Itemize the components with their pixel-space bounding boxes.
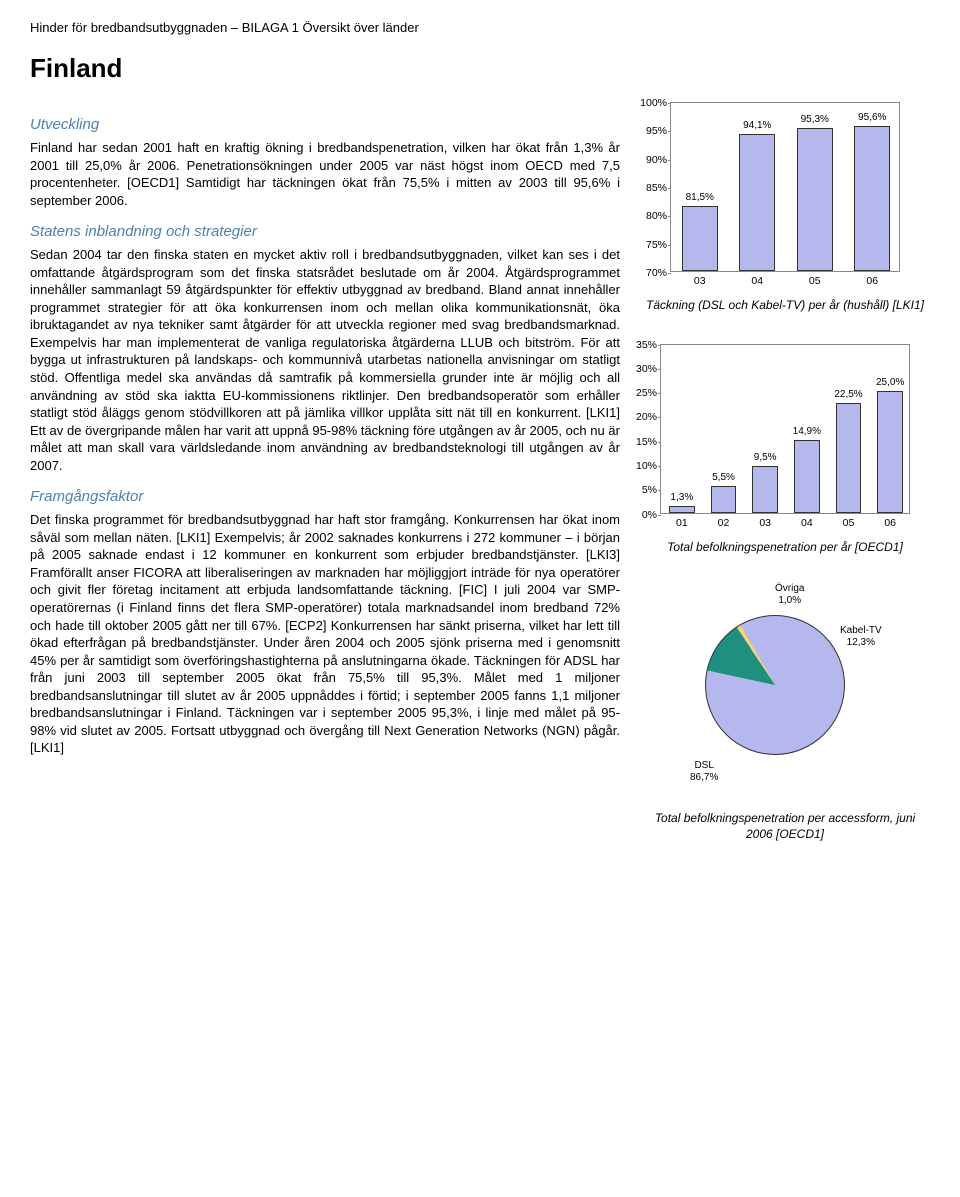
section-body-utveckling: Finland har sedan 2001 haft en kraftig ö… [30, 139, 620, 209]
section-heading-framgang: Framgångsfaktor [30, 488, 620, 505]
y-axis-tick: 10% [619, 460, 657, 472]
bar [877, 391, 903, 512]
pie-chart-caption: Total befolkningspenetration per accessf… [640, 811, 930, 842]
x-axis-tick: 05 [809, 275, 821, 287]
y-axis-tick: 90% [629, 154, 667, 166]
main-columns: Utveckling Finland har sedan 2001 haft e… [30, 102, 930, 842]
penetration-chart: 0%5%10%15%20%25%30%35%1,3%015,5%029,5%03… [640, 344, 930, 556]
y-axis-tick: 20% [619, 411, 657, 423]
bar-value-label: 22,5% [834, 389, 862, 400]
bar-value-label: 9,5% [754, 452, 777, 463]
page-header: Hinder för bredbandsutbyggnaden – BILAGA… [30, 20, 930, 35]
y-axis-tick: 15% [619, 436, 657, 448]
access-pie-chart: DSL86,7% Kabel-TV12,3% Övriga1,0% Total be… [640, 585, 930, 842]
x-axis-tick: 01 [676, 517, 688, 529]
coverage-chart: 70%75%80%85%90%95%100%81,5%0394,1%0495,3… [640, 102, 930, 314]
section-heading-statens: Statens inblandning och strategier [30, 223, 620, 240]
x-axis-tick: 04 [751, 275, 763, 287]
y-axis-tick: 25% [619, 387, 657, 399]
pie-slice-label: DSL86,7% [690, 760, 718, 784]
section-body-statens: Sedan 2004 tar den finska staten en myck… [30, 246, 620, 474]
x-axis-tick: 04 [801, 517, 813, 529]
y-axis-tick: 95% [629, 125, 667, 137]
y-axis-tick: 35% [619, 339, 657, 351]
country-title: Finland [30, 53, 930, 84]
x-axis-tick: 05 [843, 517, 855, 529]
bar-value-label: 1,3% [670, 492, 693, 503]
x-axis-tick: 06 [884, 517, 896, 529]
bar-value-label: 25,0% [876, 377, 904, 388]
section-heading-utveckling: Utveckling [30, 116, 620, 133]
pie-slice-label: Övriga1,0% [775, 583, 804, 607]
bar [752, 466, 778, 512]
bar-value-label: 81,5% [686, 192, 714, 203]
y-axis-tick: 85% [629, 182, 667, 194]
x-axis-tick: 06 [866, 275, 878, 287]
bar [797, 128, 833, 271]
penetration-bar-chart: 0%5%10%15%20%25%30%35%1,3%015,5%029,5%03… [660, 344, 910, 514]
bar-value-label: 94,1% [743, 120, 771, 131]
x-axis-tick: 03 [694, 275, 706, 287]
bar [711, 486, 737, 513]
bar-value-label: 95,3% [801, 114, 829, 125]
y-axis-tick: 70% [629, 267, 667, 279]
y-axis-tick: 75% [629, 239, 667, 251]
y-axis-tick: 30% [619, 363, 657, 375]
bar [669, 506, 695, 512]
bar-value-label: 95,6% [858, 112, 886, 123]
bar [854, 126, 890, 271]
text-column: Utveckling Finland har sedan 2001 haft e… [30, 102, 620, 842]
charts-column: 70%75%80%85%90%95%100%81,5%0394,1%0495,3… [640, 102, 930, 842]
section-body-framgang: Det finska programmet för bredbandsutbyg… [30, 511, 620, 757]
coverage-bar-chart: 70%75%80%85%90%95%100%81,5%0394,1%0495,3… [670, 102, 900, 272]
y-axis-tick: 5% [619, 484, 657, 496]
bar [682, 206, 718, 271]
y-axis-tick: 0% [619, 509, 657, 521]
penetration-chart-caption: Total befolkningspenetration per år [OEC… [667, 540, 903, 556]
bar-value-label: 5,5% [712, 472, 735, 483]
bar-value-label: 14,9% [793, 426, 821, 437]
pie-slice-label: Kabel-TV12,3% [840, 625, 882, 649]
coverage-chart-caption: Täckning (DSL och Kabel-TV) per år (hush… [646, 298, 924, 314]
y-axis-tick: 80% [629, 210, 667, 222]
bar [836, 403, 862, 512]
x-axis-tick: 03 [759, 517, 771, 529]
y-axis-tick: 100% [629, 97, 667, 109]
x-axis-tick: 02 [718, 517, 730, 529]
bar [794, 440, 820, 512]
bar [739, 134, 775, 271]
pie-wrap: DSL86,7% Kabel-TV12,3% Övriga1,0% [675, 585, 895, 785]
pie-circle [705, 615, 845, 755]
